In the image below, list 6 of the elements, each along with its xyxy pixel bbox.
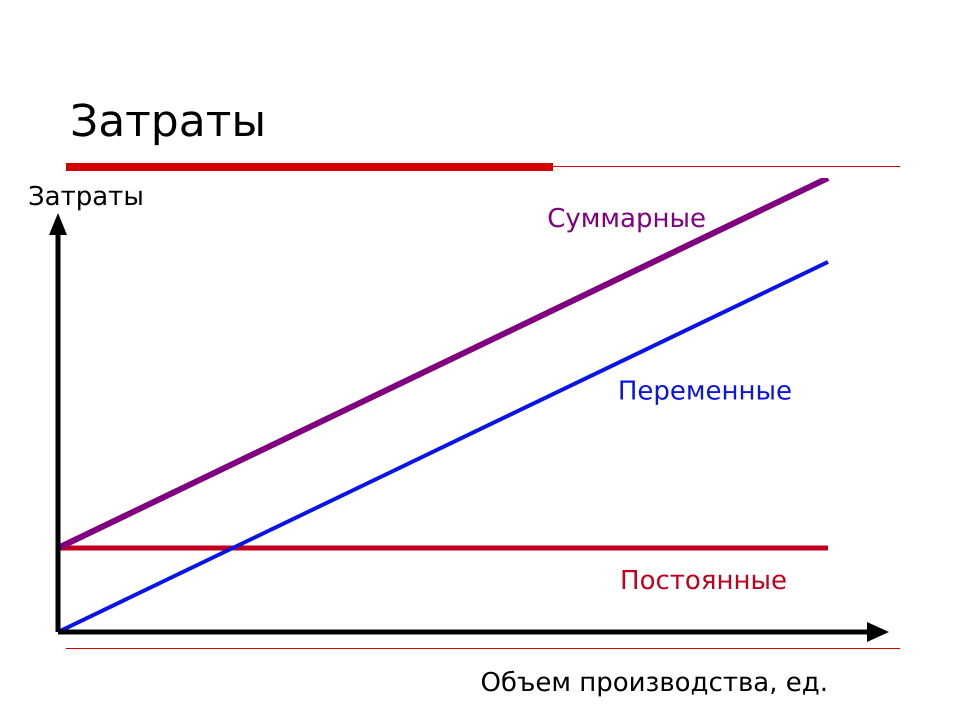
series-label: Переменные (618, 376, 792, 407)
series-label: Суммарные (547, 204, 706, 234)
x-axis-title: Объем производства, ед. (480, 668, 828, 698)
series-label: Постоянные (620, 566, 787, 596)
y-axis-title: Затраты (28, 182, 144, 212)
chart-title: Затраты (70, 96, 266, 147)
